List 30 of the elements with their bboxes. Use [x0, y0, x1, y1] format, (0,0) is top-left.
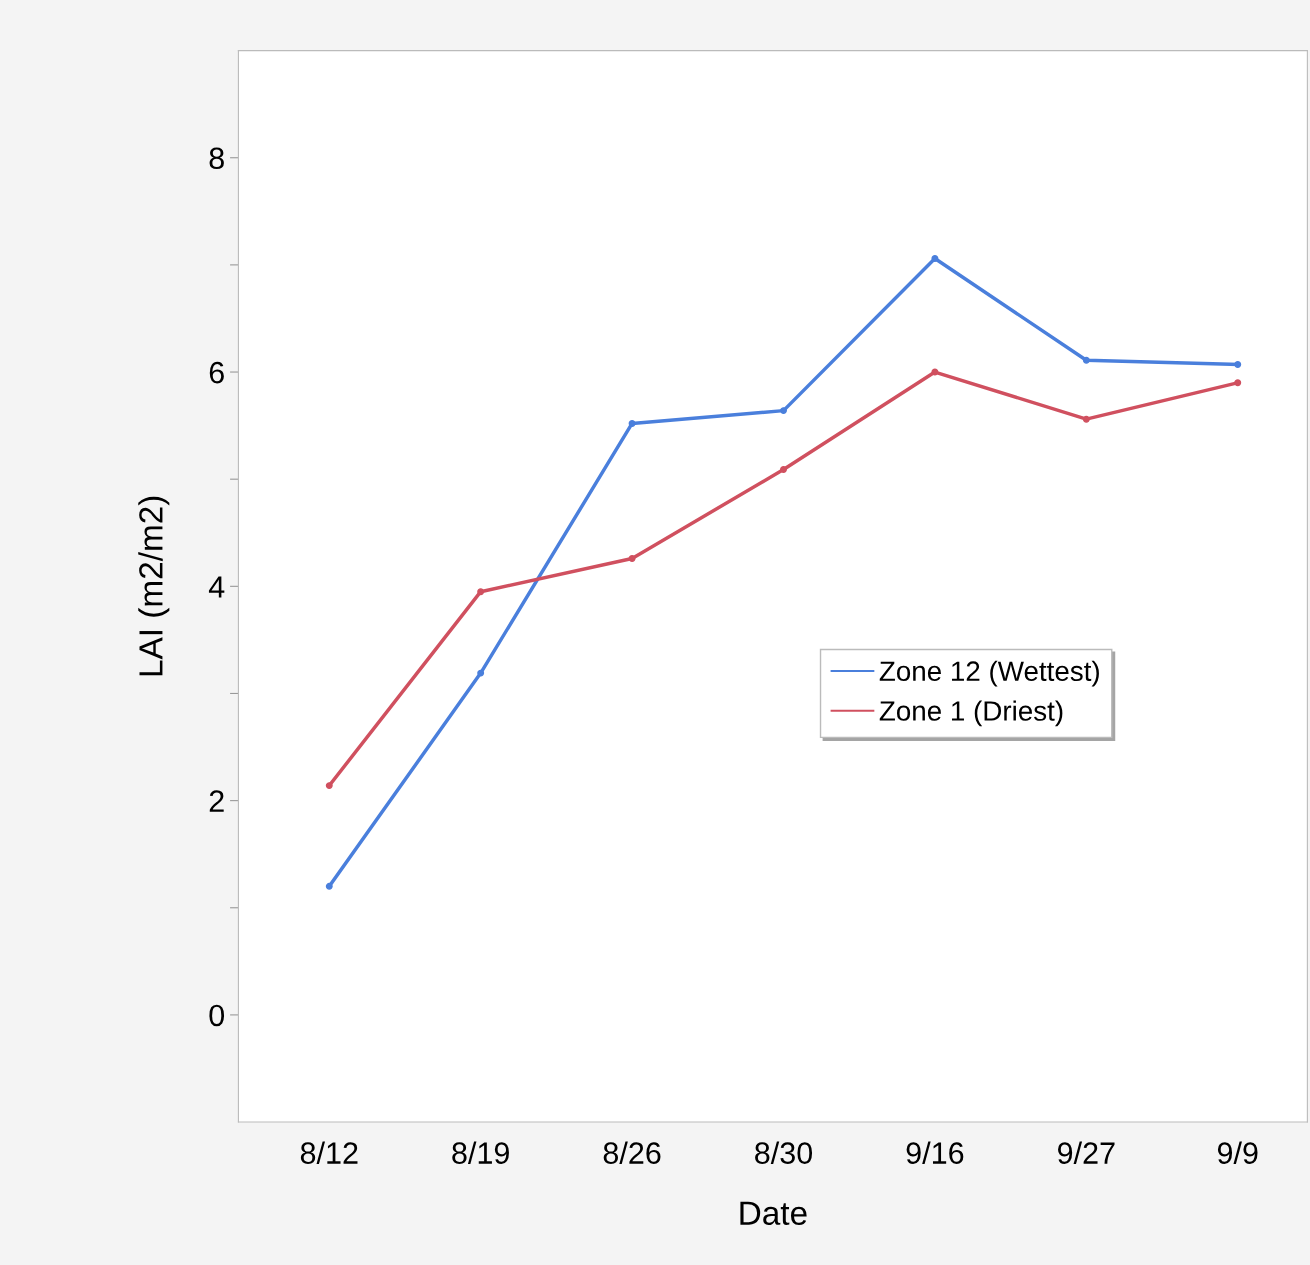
- y-tick-label: 0: [209, 1004, 225, 1027]
- legend-label: Zone 12 (Wettest): [879, 660, 1099, 687]
- point: [325, 782, 333, 790]
- x-tick-label: 8/26: [603, 1141, 661, 1164]
- x-tick-label: 8/12: [300, 1141, 358, 1164]
- point: [628, 554, 636, 562]
- point: [1082, 415, 1090, 423]
- x-tick-label: 8/30: [755, 1141, 813, 1164]
- y-tick-label: 6: [209, 361, 224, 384]
- point: [1234, 379, 1242, 387]
- y-tick-label: 2: [209, 790, 224, 812]
- point: [1082, 356, 1090, 364]
- x-tick-label: 9/9: [1217, 1141, 1258, 1164]
- point: [1234, 361, 1242, 369]
- point: [477, 588, 485, 596]
- y-tick-label: 8: [209, 147, 224, 170]
- x-tick-label: 9/16: [906, 1141, 964, 1164]
- y-axis-title: LAI (m2/m2): [138, 496, 170, 676]
- legend-label: Zone 1 (Driest): [879, 700, 1063, 727]
- point: [780, 407, 787, 415]
- x-tick-label: 8/19: [452, 1141, 509, 1164]
- point: [628, 419, 636, 427]
- point: [477, 669, 485, 677]
- y-tick-label: 4: [208, 576, 225, 598]
- point: [780, 466, 787, 474]
- point: [325, 882, 333, 890]
- x-tick-label: 9/27: [1058, 1141, 1115, 1164]
- point: [931, 254, 939, 262]
- point: [931, 368, 939, 376]
- x-axis-title: Date: [740, 1201, 807, 1226]
